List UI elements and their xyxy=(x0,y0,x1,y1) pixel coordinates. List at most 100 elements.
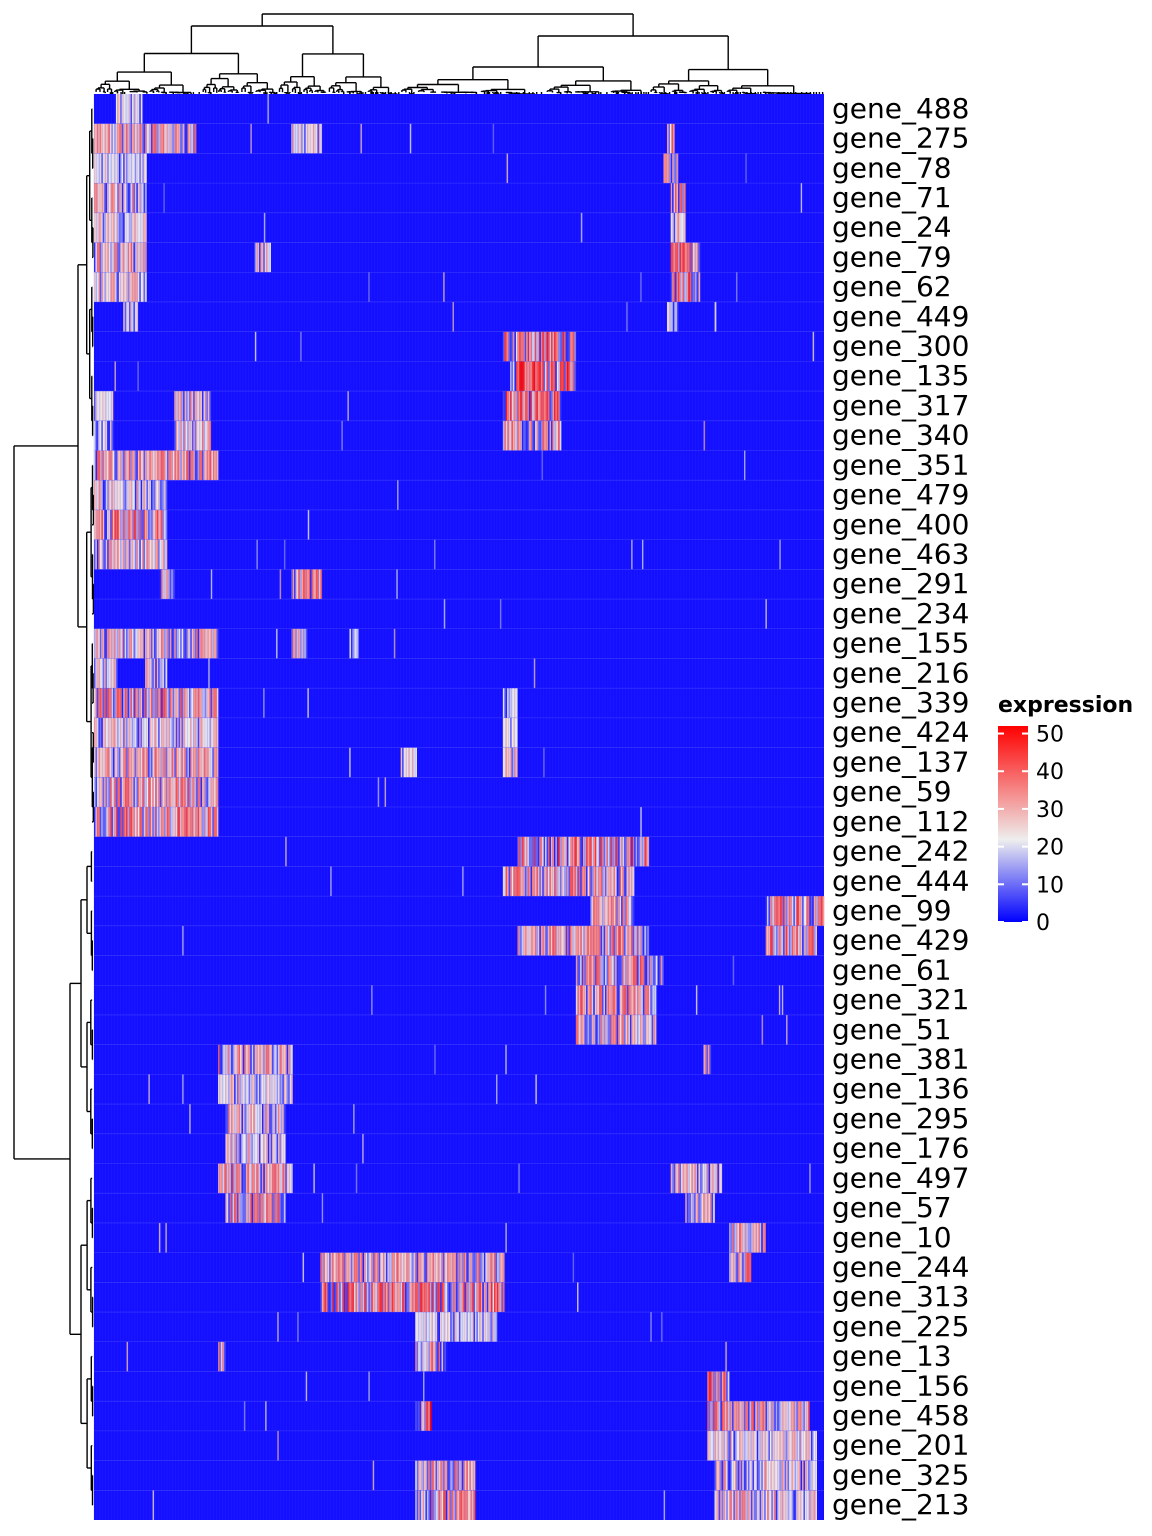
heat-cell xyxy=(190,420,193,451)
heat-cell xyxy=(291,569,293,600)
heat-cell xyxy=(714,1371,717,1402)
heat-cell xyxy=(184,123,187,154)
heat-cell xyxy=(743,1490,746,1520)
heat-cell xyxy=(568,836,571,867)
heat-cell xyxy=(162,450,165,481)
heat-cell xyxy=(735,272,738,302)
heat-cell xyxy=(501,1252,504,1283)
heat-cell xyxy=(467,1282,470,1313)
heat-cell xyxy=(723,1460,726,1491)
heat-cell xyxy=(426,1252,429,1283)
heat-cell xyxy=(552,836,555,867)
heat-cell xyxy=(310,123,312,154)
heat-cell xyxy=(153,777,156,807)
heat-cell xyxy=(680,183,683,213)
heat-block xyxy=(94,480,168,510)
heat-cell xyxy=(159,688,162,718)
heat-cell xyxy=(177,450,179,481)
heat-cell xyxy=(172,807,175,837)
heat-cell xyxy=(123,272,125,302)
heat-cell xyxy=(276,1163,279,1194)
heat-cell xyxy=(178,391,181,421)
heat-cell xyxy=(112,807,115,837)
heat-cell xyxy=(628,1014,631,1045)
heat-cell xyxy=(788,1430,791,1461)
heat-cell xyxy=(305,1371,308,1402)
heat-cell xyxy=(422,1341,425,1372)
heat-cell xyxy=(489,1312,492,1342)
heat-cell xyxy=(645,836,648,867)
heat-cell xyxy=(451,1252,454,1283)
heat-cell xyxy=(282,1074,285,1105)
heat-cell xyxy=(158,539,160,570)
heat-cell xyxy=(621,1014,623,1045)
heat-cell xyxy=(718,1401,721,1431)
heat-cell xyxy=(688,1193,690,1223)
heat-cell xyxy=(583,836,585,867)
heat-cell xyxy=(640,836,642,867)
heat-cell xyxy=(155,539,158,570)
heat-cell xyxy=(298,123,301,154)
heat-cell xyxy=(726,1430,728,1461)
heat-cell xyxy=(127,480,130,510)
heat-cell xyxy=(786,1490,788,1520)
heat-cell xyxy=(223,1163,226,1194)
heat-cell xyxy=(185,123,188,154)
heat-cell xyxy=(145,628,147,659)
heat-cell xyxy=(778,896,781,926)
heat-cell xyxy=(130,807,133,837)
heat-cell xyxy=(99,272,102,302)
heat-cell xyxy=(749,1490,752,1520)
heat-cell xyxy=(511,391,514,421)
heat-cell xyxy=(126,717,128,748)
heat-cell xyxy=(515,866,518,897)
heat-cell xyxy=(535,1074,537,1105)
heat-cell xyxy=(453,1252,455,1283)
heat-cell xyxy=(515,391,518,421)
heat-cell xyxy=(270,1133,273,1164)
heat-cell xyxy=(542,836,544,867)
heat-cell xyxy=(442,1490,445,1520)
heat-cell xyxy=(683,242,686,273)
heat-cell xyxy=(270,1104,273,1134)
legend-title: expression xyxy=(998,693,1133,718)
heat-cell xyxy=(117,688,120,718)
heat-cell xyxy=(644,925,647,956)
heat-cell xyxy=(768,925,771,956)
heat-cell xyxy=(425,1341,428,1372)
heat-cell xyxy=(337,1282,340,1313)
heat-block xyxy=(703,1044,712,1075)
heat-cell xyxy=(768,1401,771,1431)
heat-cell xyxy=(126,480,128,510)
heat-cell xyxy=(123,212,125,243)
heat-cell xyxy=(581,925,584,956)
heat-cell xyxy=(260,1074,263,1105)
heat-cell xyxy=(124,242,127,273)
heat-cell xyxy=(762,1490,765,1520)
heat-cell xyxy=(515,420,518,451)
row-label: gene_295 xyxy=(832,1102,969,1135)
heat-cell xyxy=(448,1252,451,1283)
heat-cell xyxy=(599,836,601,867)
heat-cell xyxy=(193,628,196,659)
heat-cell xyxy=(575,836,578,867)
heat-cell xyxy=(714,1430,717,1461)
heat-cell xyxy=(228,1133,231,1164)
heat-cell xyxy=(515,717,518,748)
heat-cell xyxy=(669,153,671,184)
heat-cell xyxy=(510,361,512,392)
heat-cell xyxy=(638,925,641,956)
heat-cell xyxy=(110,391,112,421)
heat-cell xyxy=(527,866,530,897)
heat-cell xyxy=(421,1341,423,1372)
heat-cell xyxy=(254,1104,257,1134)
heat-cell xyxy=(612,955,615,986)
heat-cell xyxy=(549,361,552,392)
heat-cell xyxy=(593,985,596,1015)
heat-cell xyxy=(377,1282,379,1313)
heat-cell xyxy=(586,985,588,1015)
heat-cell xyxy=(429,1460,432,1491)
heat-cell xyxy=(422,1401,425,1431)
heat-cell xyxy=(550,391,553,421)
heat-cell xyxy=(561,925,563,956)
